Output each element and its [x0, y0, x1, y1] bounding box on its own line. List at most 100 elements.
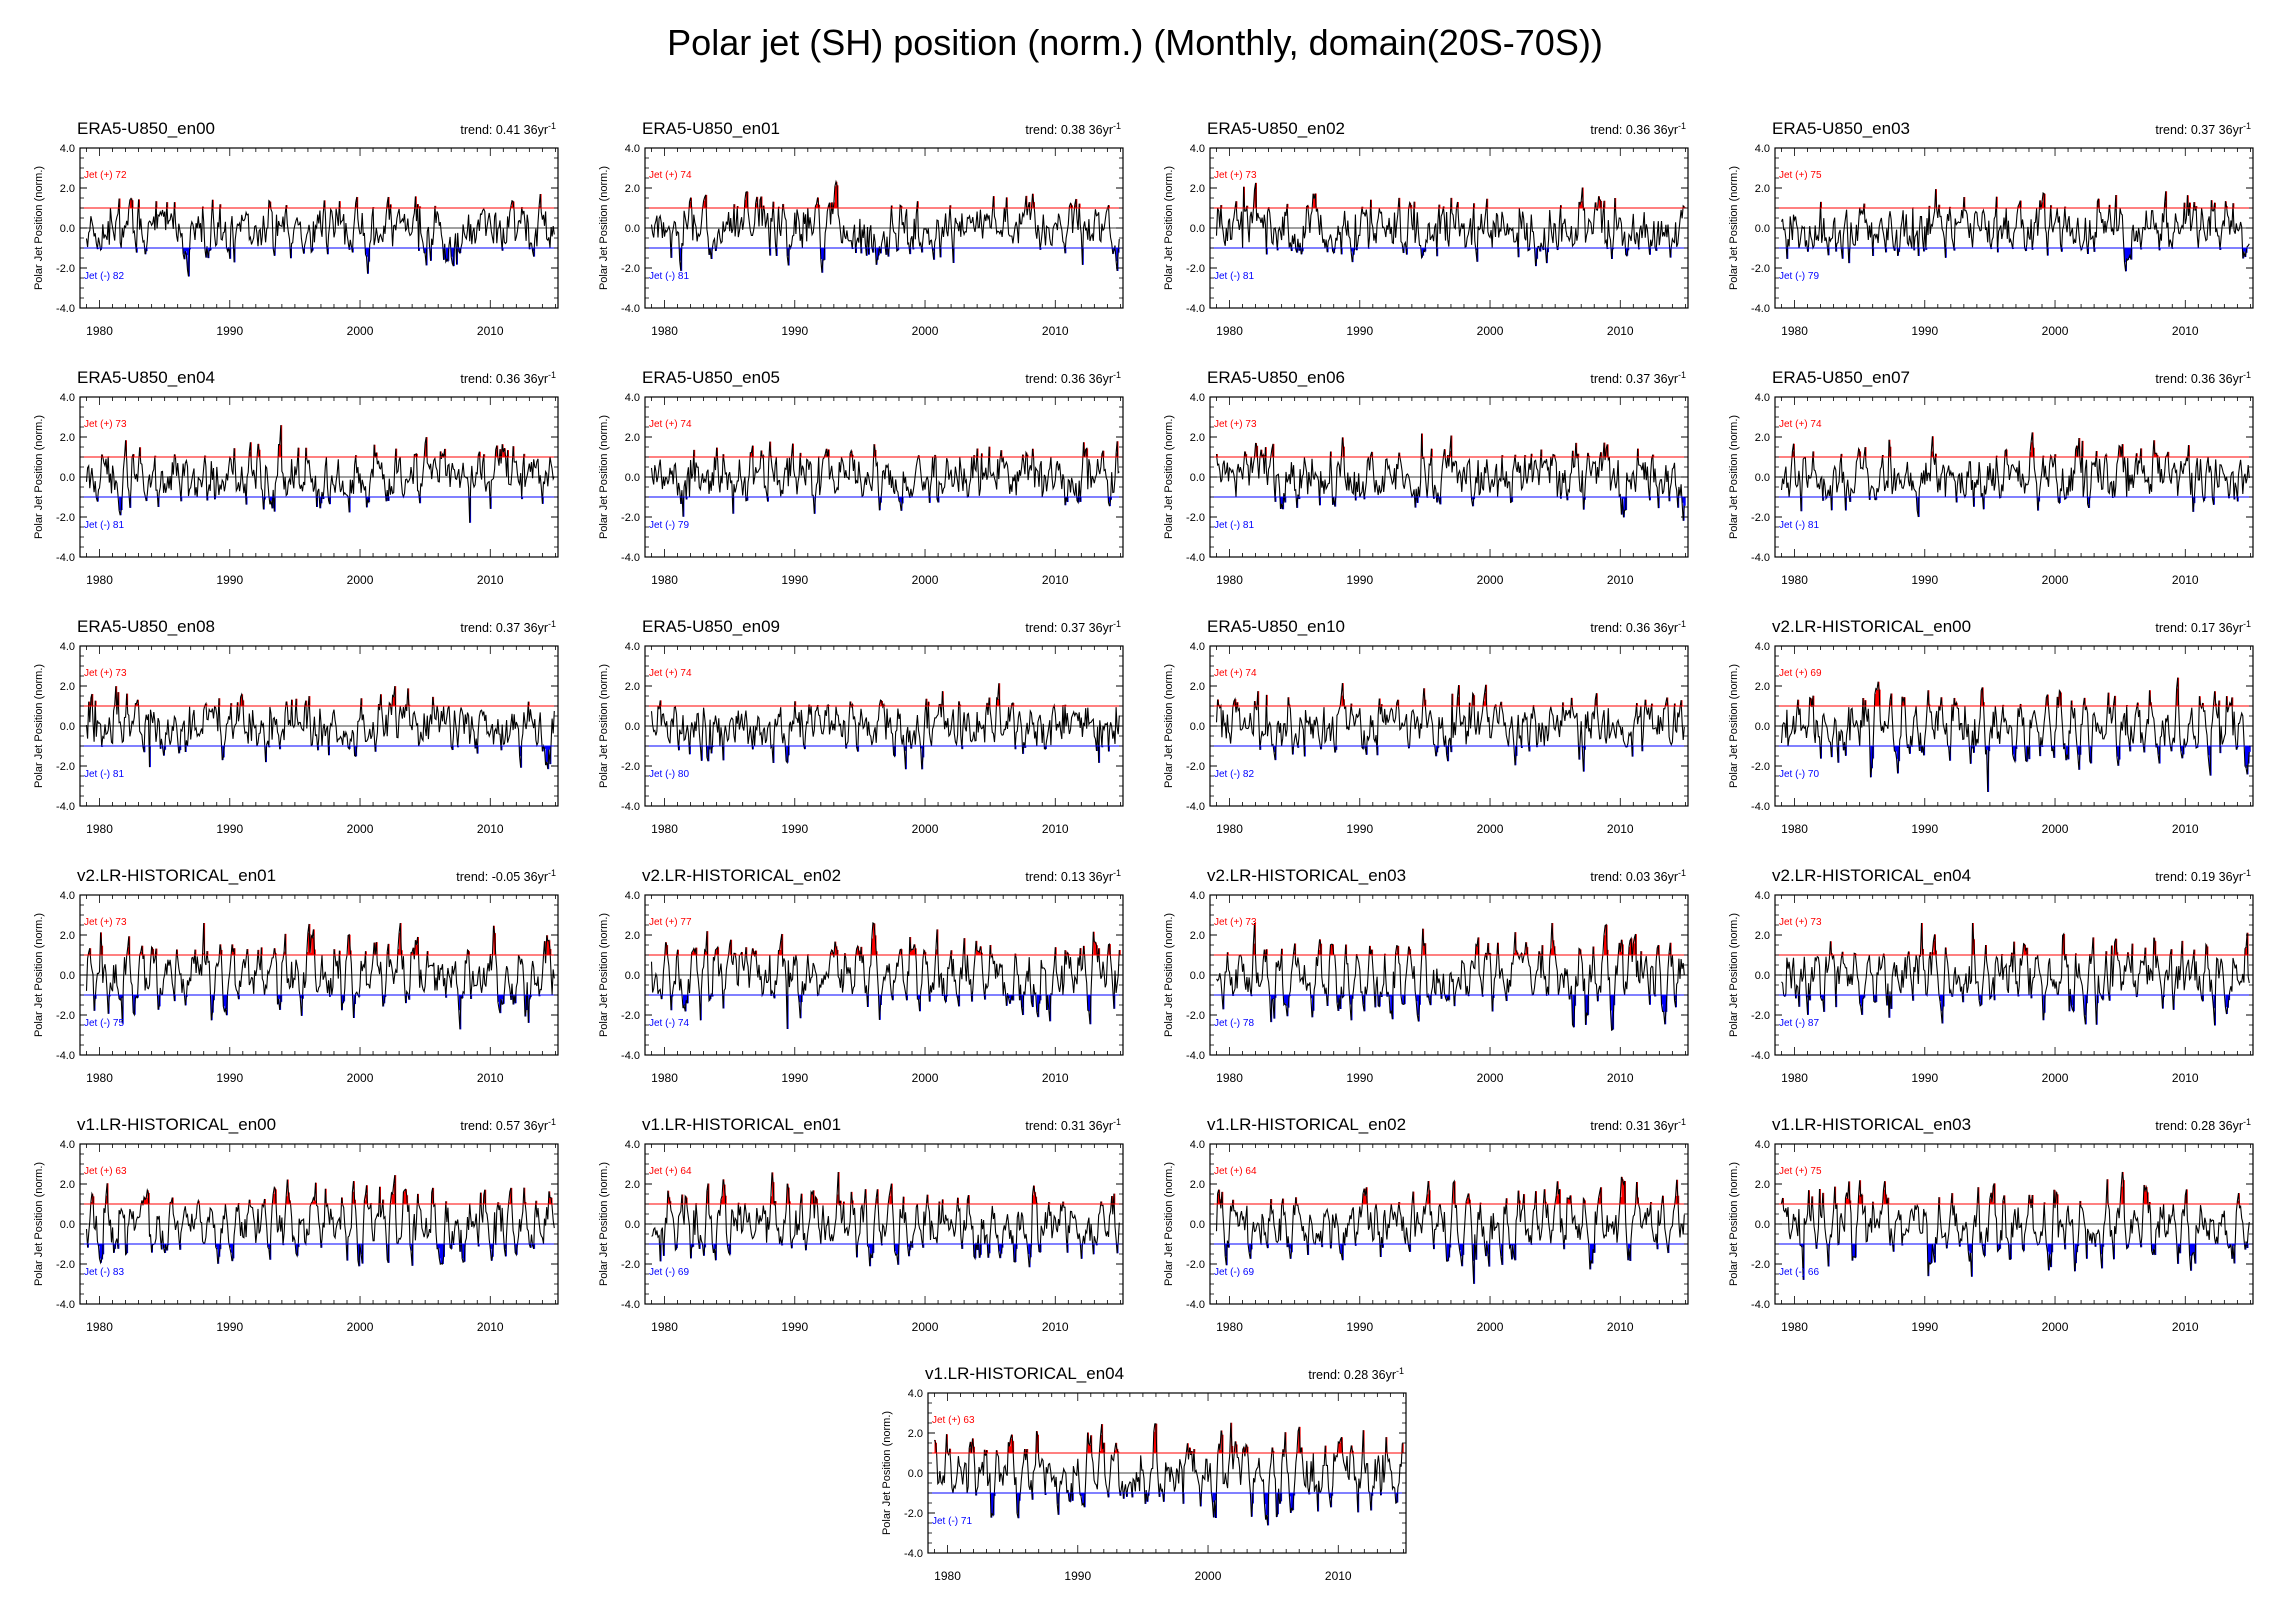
negative-shading [1786, 248, 2248, 272]
x-tick-label: 2000 [2042, 1071, 2069, 1085]
x-tick-label: 1980 [1781, 324, 1808, 338]
jet-positive-count: Jet (+) 75 [1779, 170, 1822, 181]
y-tick-label: 4.0 [60, 641, 75, 653]
y-tick-label: 2.0 [625, 183, 640, 195]
y-tick-label: -2.0 [1186, 512, 1205, 524]
panel-v2.LR-HISTORICAL_en03: v2.LR-HISTORICAL_en03 trend: 0.03 36yr-1 4… [1163, 866, 1689, 1085]
y-tick-label: -4.0 [56, 1299, 75, 1311]
y-tick-label: -4.0 [56, 1050, 75, 1062]
y-tick-label: 0.0 [1755, 970, 1770, 982]
y-tick-label: 0.0 [625, 223, 640, 235]
y-tick-label: 0.0 [908, 1468, 923, 1480]
y-axis-label: Polar Jet Position (norm.) [881, 1411, 893, 1535]
y-tick-label: 2.0 [60, 1179, 75, 1191]
y-tick-label: 0.0 [60, 721, 75, 733]
y-tick-label: 4.0 [60, 890, 75, 902]
x-tick-label: 2000 [2042, 324, 2069, 338]
jet-negative-count: Jet (-) 81 [1779, 520, 1819, 531]
y-tick-label: -2.0 [621, 263, 640, 275]
panel-trend: trend: 0.36 36yr-1 [1025, 370, 1121, 386]
y-tick-label: -4.0 [621, 1299, 640, 1311]
x-tick-label: 2010 [2172, 822, 2199, 836]
x-tick-label: 1990 [216, 1320, 243, 1334]
x-tick-label: 2000 [912, 1320, 939, 1334]
panel-trend: trend: 0.03 36yr-1 [1590, 868, 1686, 884]
y-tick-label: 4.0 [60, 143, 75, 155]
y-tick-label: 4.0 [1190, 890, 1205, 902]
y-axis-label: Polar Jet Position (norm.) [33, 913, 45, 1037]
y-tick-label: 0.0 [60, 223, 75, 235]
negative-shading [97, 248, 536, 277]
y-tick-label: 2.0 [1190, 681, 1205, 693]
y-axis-label: Polar Jet Position (norm.) [1728, 913, 1740, 1037]
jet-positive-count: Jet (+) 75 [1779, 1166, 1822, 1177]
positive-shading [665, 923, 1121, 955]
negative-shading [1800, 1244, 2249, 1280]
panel-v1.LR-HISTORICAL_en02: v1.LR-HISTORICAL_en02 trend: 0.31 36yr-1 4… [1163, 1115, 1689, 1334]
y-tick-label: 0.0 [1190, 721, 1205, 733]
panel-title: v1.LR-HISTORICAL_en01 [642, 1115, 841, 1134]
positive-shading [1217, 1176, 1680, 1204]
jet-negative-count: Jet (-) 81 [84, 769, 124, 780]
y-axis-label: Polar Jet Position (norm.) [1163, 415, 1175, 539]
y-tick-label: 2.0 [60, 183, 75, 195]
y-tick-label: 2.0 [1190, 183, 1205, 195]
jet-negative-count: Jet (-) 69 [1214, 1267, 1254, 1278]
y-tick-label: -4.0 [56, 801, 75, 813]
panel-trend: trend: 0.36 36yr-1 [1590, 121, 1686, 137]
panel-v2.LR-HISTORICAL_en01: v2.LR-HISTORICAL_en01 trend: -0.05 36yr-1… [33, 866, 559, 1085]
x-tick-label: 2010 [1042, 324, 1069, 338]
x-tick-label: 1980 [651, 822, 678, 836]
panel-v1.LR-HISTORICAL_en00: v1.LR-HISTORICAL_en00 trend: 0.57 36yr-1 4… [33, 1115, 559, 1334]
y-tick-label: 4.0 [908, 1388, 923, 1400]
negative-shading [660, 1244, 1119, 1268]
series-line [1215, 1176, 1685, 1284]
panel-v2.LR-HISTORICAL_en02: v2.LR-HISTORICAL_en02 trend: 0.13 36yr-1 4… [598, 866, 1124, 1085]
x-tick-label: 1980 [651, 573, 678, 587]
y-tick-label: -4.0 [621, 303, 640, 315]
x-tick-label: 1980 [86, 324, 113, 338]
y-tick-label: -4.0 [1186, 303, 1205, 315]
panel-trend: trend: 0.37 36yr-1 [1025, 619, 1121, 635]
y-tick-label: 0.0 [1755, 1219, 1770, 1231]
positive-shading [88, 923, 552, 955]
positive-shading [1830, 923, 2249, 955]
y-tick-label: -4.0 [1186, 1299, 1205, 1311]
x-tick-label: 2010 [1042, 822, 1069, 836]
jet-negative-count: Jet (-) 81 [84, 520, 124, 531]
jet-negative-count: Jet (-) 81 [649, 271, 689, 282]
y-tick-label: 0.0 [1755, 472, 1770, 484]
jet-positive-count: Jet (+) 64 [1214, 1166, 1257, 1177]
y-tick-label: 2.0 [1755, 930, 1770, 942]
positive-shading [1217, 683, 1683, 706]
jet-positive-count: Jet (+) 74 [649, 419, 692, 430]
x-tick-label: 1990 [781, 1320, 808, 1334]
panel-title: ERA5-U850_en04 [77, 368, 215, 387]
y-axis-label: Polar Jet Position (norm.) [1163, 1162, 1175, 1286]
jet-negative-count: Jet (-) 81 [1214, 271, 1254, 282]
x-tick-label: 2010 [1042, 1071, 1069, 1085]
y-tick-label: -4.0 [1751, 1299, 1770, 1311]
positive-shading [693, 441, 1119, 457]
x-tick-label: 2010 [1042, 1320, 1069, 1334]
panel-title: ERA5-U850_en06 [1207, 368, 1345, 387]
x-tick-label: 1980 [651, 1071, 678, 1085]
y-tick-label: 2.0 [1190, 432, 1205, 444]
y-axis-label: Polar Jet Position (norm.) [1163, 664, 1175, 788]
x-tick-label: 1980 [86, 1071, 113, 1085]
series-line [1215, 683, 1685, 772]
y-tick-label: -2.0 [904, 1508, 923, 1520]
jet-negative-count: Jet (-) 69 [649, 1267, 689, 1278]
panel-ERA5-U850_en07: ERA5-U850_en07 trend: 0.36 36yr-1 4.0 2.0 0.… [1728, 368, 2254, 587]
x-tick-label: 2000 [2042, 1320, 2069, 1334]
negative-shading [1259, 746, 1644, 772]
panel-title: ERA5-U850_en10 [1207, 617, 1345, 636]
jet-negative-count: Jet (-) 83 [84, 1267, 124, 1278]
y-tick-label: 0.0 [60, 1219, 75, 1231]
y-tick-label: -4.0 [1186, 1050, 1205, 1062]
positive-shading [1820, 189, 2235, 208]
y-tick-label: -2.0 [1186, 1010, 1205, 1022]
y-tick-label: 2.0 [1190, 930, 1205, 942]
jet-negative-count: Jet (-) 75 [84, 1018, 124, 1029]
series-line [650, 441, 1120, 517]
